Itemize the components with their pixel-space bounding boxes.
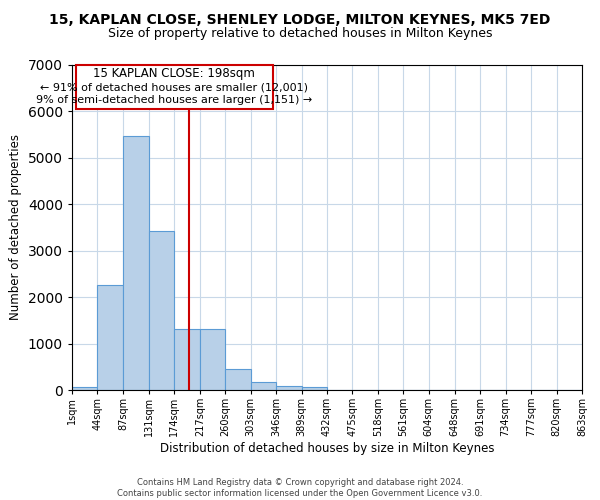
Text: Size of property relative to detached houses in Milton Keynes: Size of property relative to detached ho… [108, 28, 492, 40]
Bar [200, 329, 225, 390]
Bar [123, 136, 149, 390]
Text: 15, KAPLAN CLOSE, SHENLEY LODGE, MILTON KEYNES, MK5 7ED: 15, KAPLAN CLOSE, SHENLEY LODGE, MILTON … [49, 12, 551, 26]
Bar [175, 329, 200, 390]
Text: ← 91% of detached houses are smaller (12,001): ← 91% of detached houses are smaller (12… [40, 82, 308, 92]
Bar [97, 284, 123, 390]
Bar [302, 387, 327, 390]
Text: 9% of semi-detached houses are larger (1,151) →: 9% of semi-detached houses are larger (1… [36, 96, 313, 106]
Bar [72, 387, 97, 390]
Bar [225, 369, 251, 390]
Bar [276, 386, 302, 390]
X-axis label: Distribution of detached houses by size in Milton Keynes: Distribution of detached houses by size … [160, 442, 494, 455]
Text: Contains HM Land Registry data © Crown copyright and database right 2024.
Contai: Contains HM Land Registry data © Crown c… [118, 478, 482, 498]
Y-axis label: Number of detached properties: Number of detached properties [9, 134, 22, 320]
Bar [251, 382, 276, 390]
Text: 15 KAPLAN CLOSE: 198sqm: 15 KAPLAN CLOSE: 198sqm [94, 68, 255, 80]
Bar [149, 231, 175, 390]
